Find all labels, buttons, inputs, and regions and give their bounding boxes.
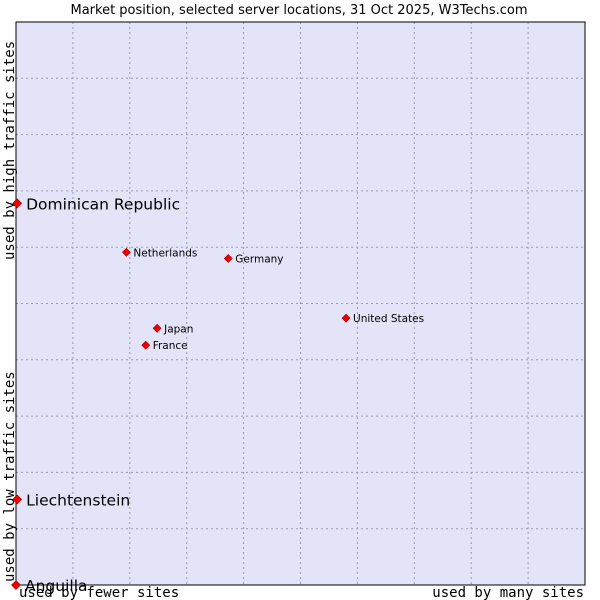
marker-japan [152, 323, 162, 333]
y-axis-label-high: used by high traffic sites [2, 41, 18, 260]
y-axis-label-low: used by low traffic sites [2, 371, 18, 582]
data-point-france: France [141, 340, 188, 352]
data-point-dominican-republic: Dominican Republic [12, 195, 180, 213]
data-point-united-states: United States [341, 313, 424, 325]
chart-title: Market position, selected server locatio… [70, 3, 527, 18]
label-anguilla: Anguilla [25, 577, 88, 595]
marker-anguilla [11, 580, 21, 590]
label-liechtenstein: Liechtenstein [26, 491, 130, 509]
marker-germany [223, 254, 233, 263]
data-point-japan: Japan [152, 323, 193, 335]
plot-border [15, 21, 586, 586]
marker-liechtenstein [12, 494, 23, 505]
marker-netherlands [121, 247, 131, 257]
marker-united-states [341, 313, 351, 323]
data-point-germany: Germany [223, 253, 284, 265]
label-netherlands: Netherlands [133, 247, 197, 259]
data-point-liechtenstein: Liechtenstein [12, 491, 130, 509]
x-axis-label-fewer: used by fewer sites [19, 585, 179, 600]
x-axis-label-many: used by many sites [432, 585, 584, 600]
label-france: France [153, 340, 188, 352]
marker-france [141, 340, 151, 350]
label-germany: Germany [235, 253, 283, 265]
label-united-states: United States [353, 313, 424, 325]
marker-dominican-republic [12, 198, 23, 209]
label-japan: Japan [163, 323, 193, 335]
label-dominican-republic: Dominican Republic [26, 195, 180, 213]
data-point-anguilla: Anguilla [11, 577, 88, 595]
grid [16, 22, 585, 585]
data-point-netherlands: Netherlands [121, 247, 197, 259]
data-points: Dominican Republic Netherlands Germany Unit… [11, 195, 424, 595]
